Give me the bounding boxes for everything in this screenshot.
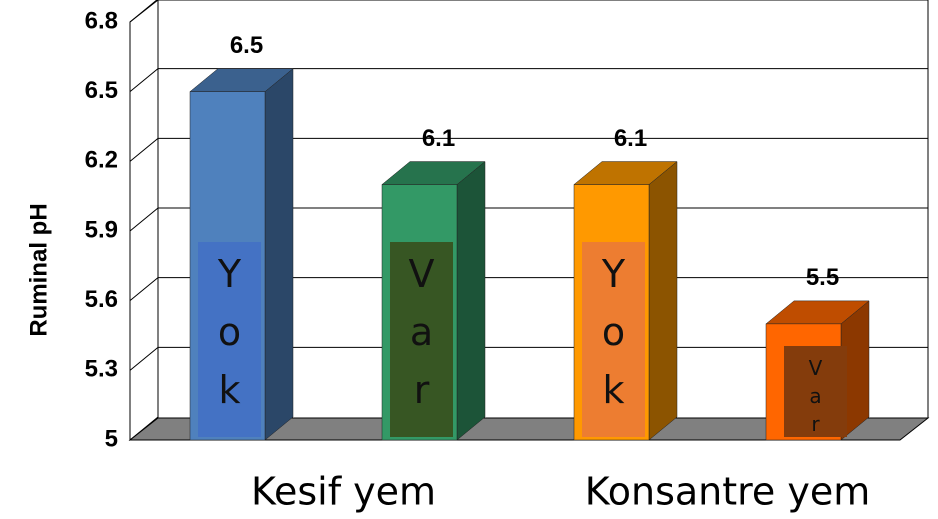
cover [310,8,922,48]
bar-text: Yok [198,242,261,437]
group-label: Kesif yem [251,470,436,514]
y-axis-label: Ruminal pH [25,203,52,336]
bar-text: Yok [582,242,645,437]
y-tick-label: 5.9 [85,216,118,243]
bar-text: Var [784,345,847,440]
bar-side [456,161,486,441]
y-tick-label: 5 [105,425,118,452]
bar-side [264,68,294,441]
y-tick-label: 6.8 [85,7,118,34]
bar-text: Var [390,242,453,437]
value-label: 5.5 [806,264,839,291]
grid-line [129,137,928,162]
y-tick-label: 5.6 [85,286,118,313]
y-tick-label: 5.3 [85,356,118,383]
bar-side [648,161,678,441]
value-label: 6.1 [614,125,647,152]
group-label: Konsantre yem [585,470,871,514]
grid-line [129,0,158,23]
y-tick-label: 6.5 [85,77,118,104]
grid-line [129,68,928,93]
value-label: 6.5 [230,32,263,59]
value-label: 6.1 [422,125,455,152]
y-tick-label: 6.2 [85,147,118,174]
